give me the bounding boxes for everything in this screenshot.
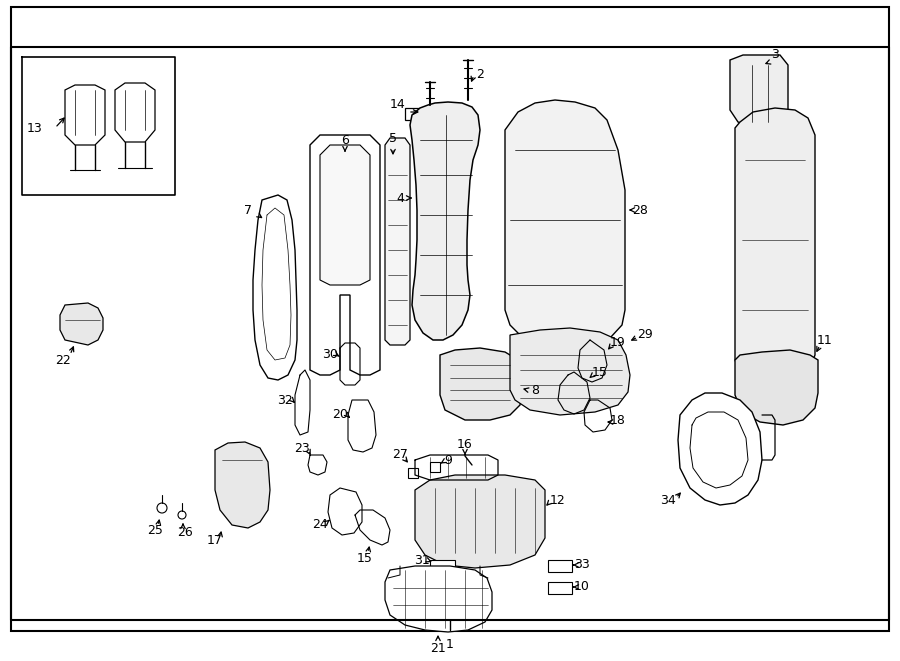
Polygon shape bbox=[735, 350, 818, 425]
Text: 16: 16 bbox=[457, 438, 472, 451]
Text: 4: 4 bbox=[396, 192, 404, 204]
Polygon shape bbox=[410, 102, 480, 340]
Polygon shape bbox=[385, 566, 492, 632]
Polygon shape bbox=[415, 475, 545, 568]
Polygon shape bbox=[505, 100, 625, 345]
Polygon shape bbox=[735, 108, 815, 386]
Text: 10: 10 bbox=[574, 580, 590, 594]
Polygon shape bbox=[348, 400, 376, 452]
Polygon shape bbox=[408, 468, 418, 478]
Text: 31: 31 bbox=[414, 553, 430, 566]
Text: 26: 26 bbox=[177, 527, 193, 539]
Polygon shape bbox=[678, 393, 762, 505]
Text: 1: 1 bbox=[446, 639, 454, 652]
Text: 21: 21 bbox=[430, 641, 446, 654]
Polygon shape bbox=[310, 135, 380, 375]
Text: 7: 7 bbox=[244, 204, 252, 217]
Text: 2: 2 bbox=[476, 69, 484, 81]
Polygon shape bbox=[548, 582, 572, 594]
Text: 25: 25 bbox=[147, 524, 163, 537]
Text: 29: 29 bbox=[637, 329, 652, 342]
Polygon shape bbox=[65, 85, 105, 145]
Text: 3: 3 bbox=[771, 48, 778, 61]
Text: 9: 9 bbox=[444, 453, 452, 467]
Polygon shape bbox=[430, 560, 455, 572]
Text: 27: 27 bbox=[392, 449, 408, 461]
Text: 14: 14 bbox=[390, 98, 406, 112]
Text: 20: 20 bbox=[332, 408, 348, 422]
Text: 11: 11 bbox=[817, 334, 833, 346]
Polygon shape bbox=[730, 55, 788, 128]
Polygon shape bbox=[115, 83, 155, 142]
Polygon shape bbox=[215, 442, 270, 528]
Polygon shape bbox=[405, 108, 425, 120]
Text: 13: 13 bbox=[27, 122, 43, 134]
Polygon shape bbox=[385, 138, 410, 345]
Polygon shape bbox=[328, 488, 362, 535]
Text: 15: 15 bbox=[592, 366, 608, 379]
Text: 23: 23 bbox=[294, 442, 310, 455]
Text: 8: 8 bbox=[531, 383, 539, 397]
Polygon shape bbox=[510, 328, 630, 415]
Text: 5: 5 bbox=[389, 132, 397, 145]
Text: 6: 6 bbox=[341, 134, 349, 147]
Text: 34: 34 bbox=[660, 494, 676, 506]
Text: 22: 22 bbox=[55, 354, 71, 366]
Text: 24: 24 bbox=[312, 518, 328, 531]
Polygon shape bbox=[253, 195, 297, 380]
Text: 15: 15 bbox=[357, 551, 373, 564]
Text: 19: 19 bbox=[610, 336, 626, 348]
Text: 30: 30 bbox=[322, 348, 338, 362]
Text: 18: 18 bbox=[610, 414, 626, 426]
Text: 32: 32 bbox=[277, 393, 292, 407]
Polygon shape bbox=[320, 145, 370, 285]
Text: 17: 17 bbox=[207, 533, 223, 547]
Text: 33: 33 bbox=[574, 559, 590, 572]
Polygon shape bbox=[430, 462, 440, 472]
Polygon shape bbox=[548, 560, 572, 572]
Text: 28: 28 bbox=[632, 204, 648, 217]
Text: 12: 12 bbox=[550, 494, 566, 506]
Polygon shape bbox=[60, 303, 103, 345]
Polygon shape bbox=[440, 348, 522, 420]
